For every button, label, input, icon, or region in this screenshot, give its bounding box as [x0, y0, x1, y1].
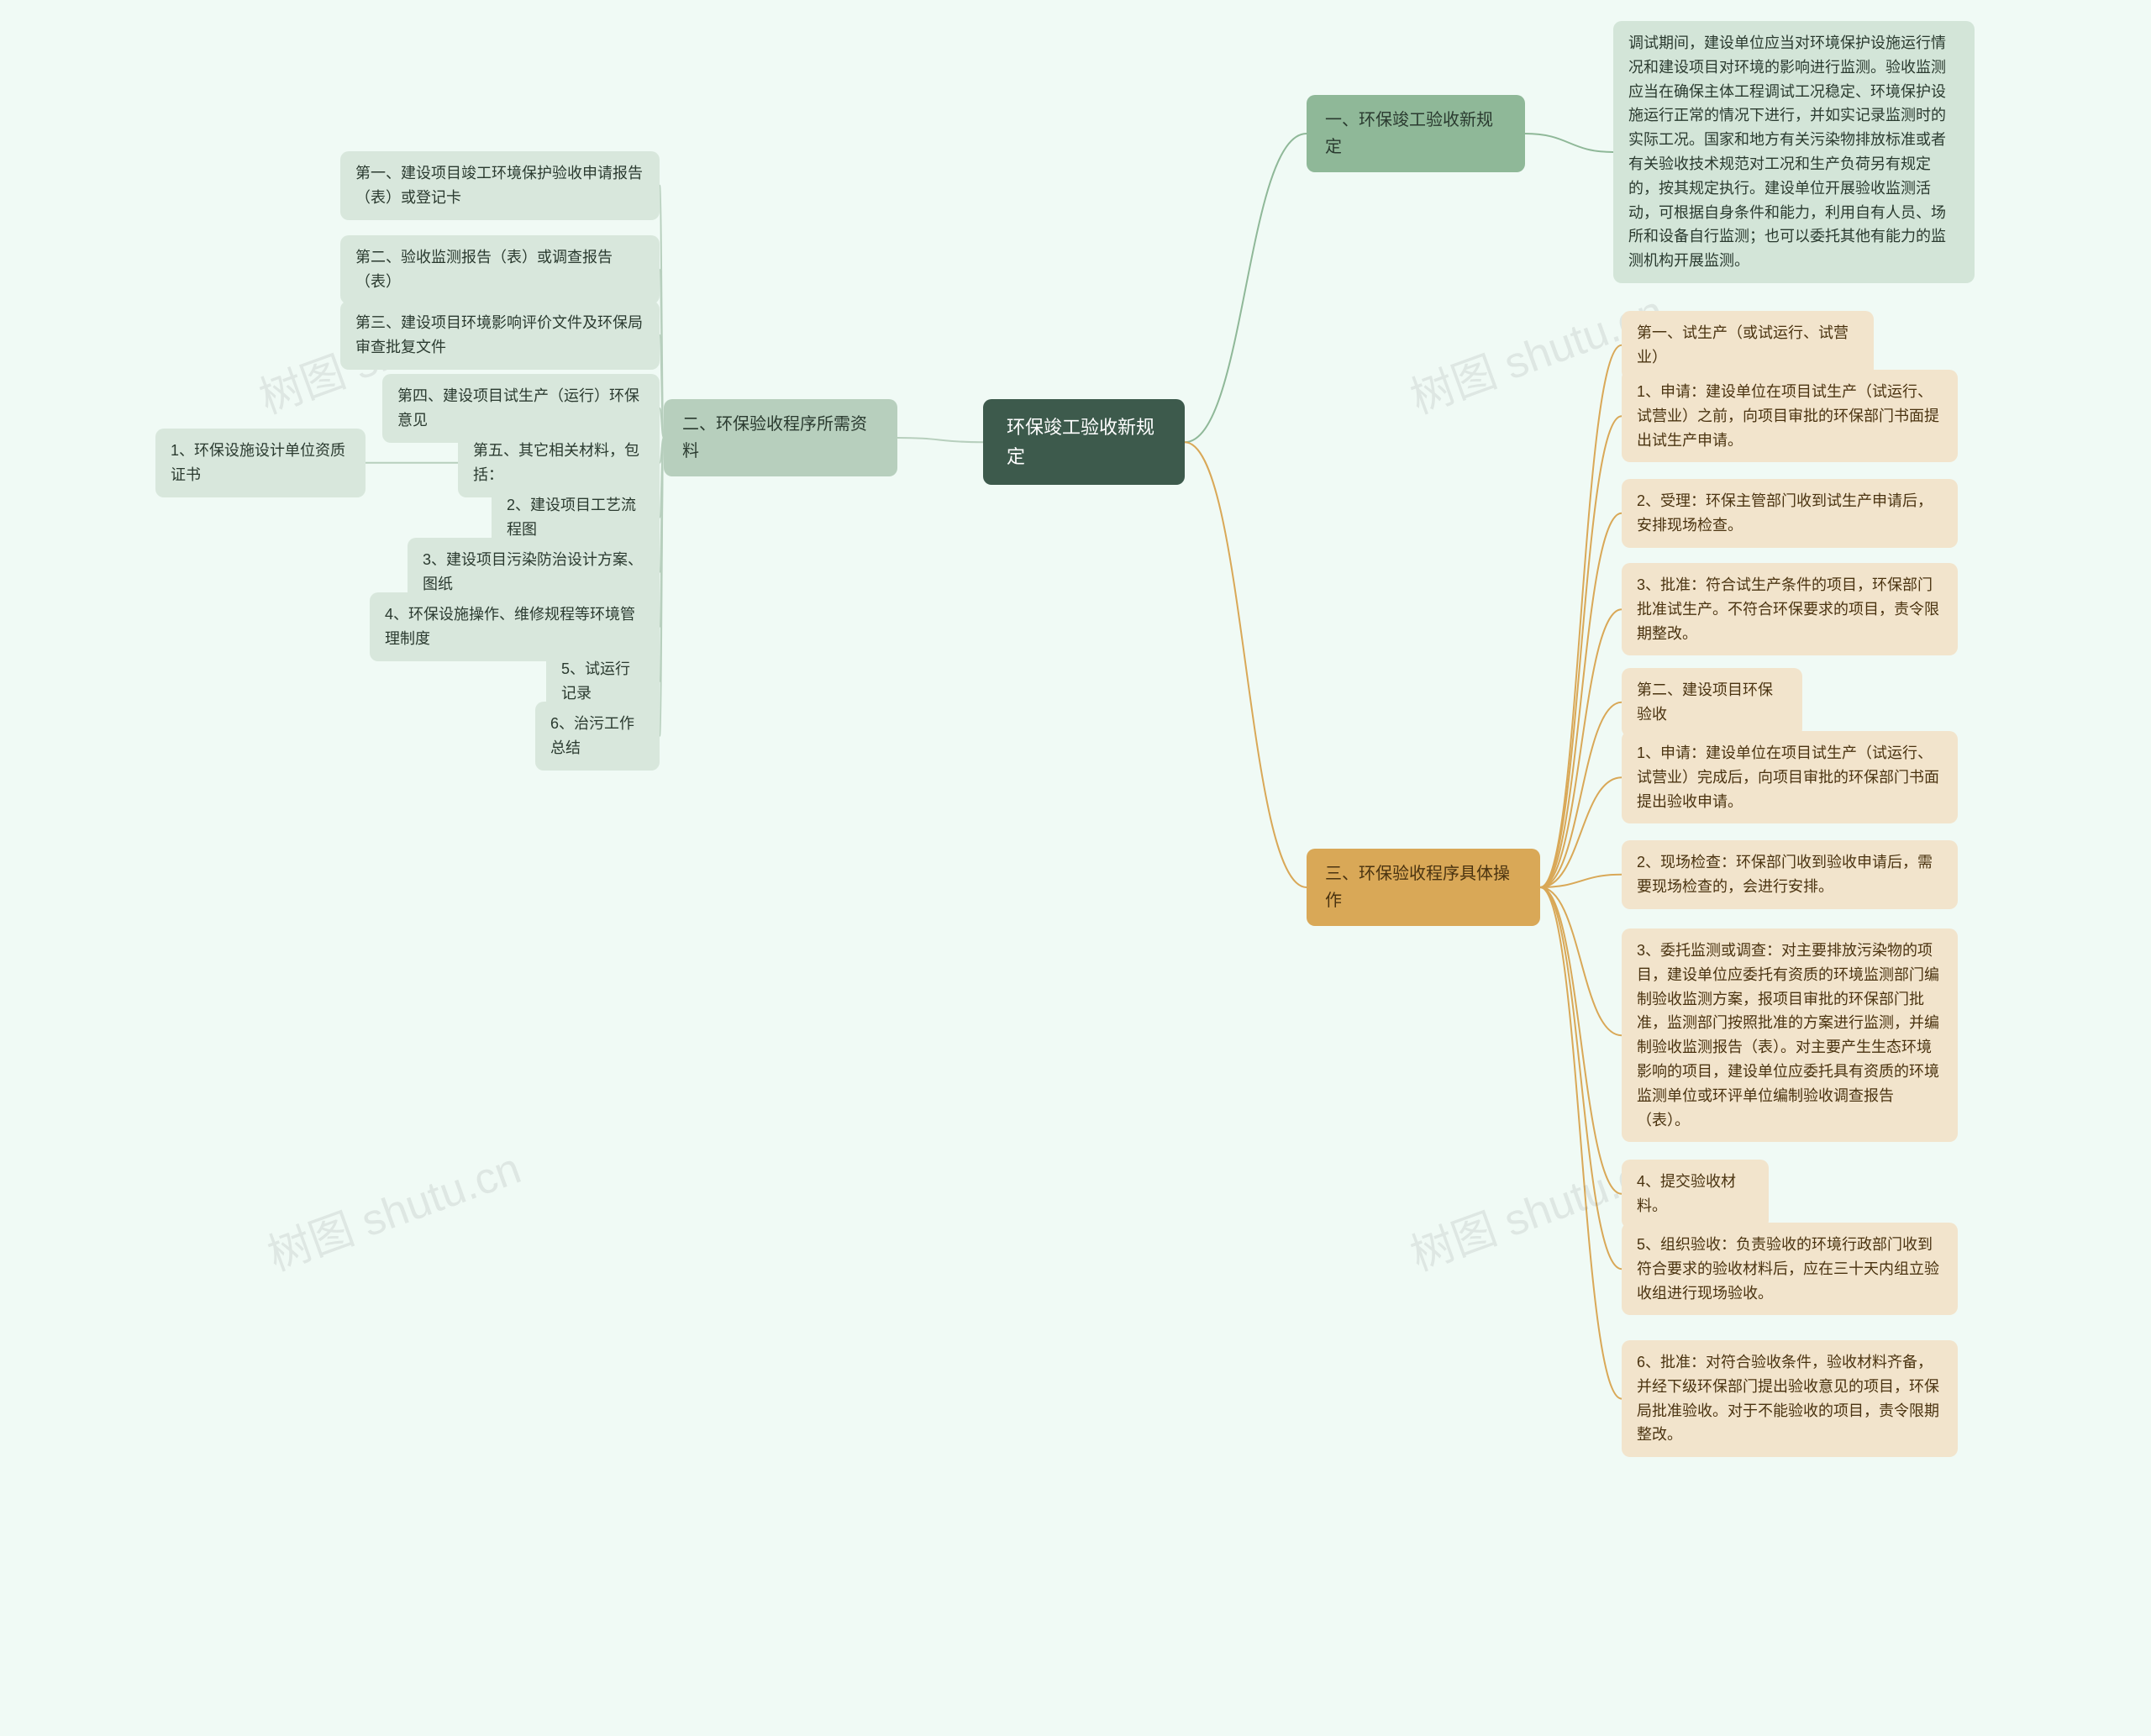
branch-3-leaf-10[interactable]: 6、批准：对符合验收条件，验收材料齐备，并经下级环保部门提出验收意见的项目，环保… — [1622, 1340, 1958, 1457]
branch-2-leaf-2[interactable]: 第三、建设项目环境影响评价文件及环保局审查批复文件 — [340, 301, 660, 370]
branch-1[interactable]: 一、环保竣工验收新规定 — [1307, 95, 1525, 172]
branch-2-leaf-4-sub[interactable]: 1、环保设施设计单位资质证书 — [155, 429, 366, 497]
branch-3-leaf-5[interactable]: 1、申请：建设单位在项目试生产（试运行、试营业）完成后，向项目审批的环保部门书面… — [1622, 731, 1958, 823]
branch-3-leaf-8[interactable]: 4、提交验收材料。 — [1622, 1160, 1769, 1228]
branch-3-leaf-3[interactable]: 3、批准：符合试生产条件的项目，环保部门批准试生产。不符合环保要求的项目，责令限… — [1622, 563, 1958, 655]
branch-3-leaf-7[interactable]: 3、委托监测或调查：对主要排放污染物的项目，建设单位应委托有资质的环境监测部门编… — [1622, 928, 1958, 1142]
branch-1-leaf[interactable]: 调试期间，建设单位应当对环境保护设施运行情况和建设项目对环境的影响进行监测。验收… — [1613, 21, 1975, 283]
branch-2-leaf-9[interactable]: 6、治污工作总结 — [535, 702, 660, 771]
branch-3-leaf-1[interactable]: 1、申请：建设单位在项目试生产（试运行、试营业）之前，向项目审批的环保部门书面提… — [1622, 370, 1958, 462]
branch-2-leaf-0[interactable]: 第一、建设项目竣工环境保护验收申请报告（表）或登记卡 — [340, 151, 660, 220]
branch-3-leaf-2[interactable]: 2、受理：环保主管部门收到试生产申请后，安排现场检查。 — [1622, 479, 1958, 548]
watermark-3: 树图 shutu.cn — [258, 1133, 529, 1282]
branch-3[interactable]: 三、环保验收程序具体操作 — [1307, 849, 1540, 926]
branch-3-leaf-4[interactable]: 第二、建设项目环保验收 — [1622, 668, 1802, 737]
branch-3-leaf-6[interactable]: 2、现场检查：环保部门收到验收申请后，需要现场检查的，会进行安排。 — [1622, 840, 1958, 909]
branch-3-leaf-9[interactable]: 5、组织验收：负责验收的环境行政部门收到符合要求的验收材料后，应在三十天内组立验… — [1622, 1223, 1958, 1315]
center-node[interactable]: 环保竣工验收新规定 — [983, 399, 1185, 485]
branch-2[interactable]: 二、环保验收程序所需资料 — [664, 399, 897, 476]
branch-2-leaf-1[interactable]: 第二、验收监测报告（表）或调查报告（表） — [340, 235, 660, 304]
